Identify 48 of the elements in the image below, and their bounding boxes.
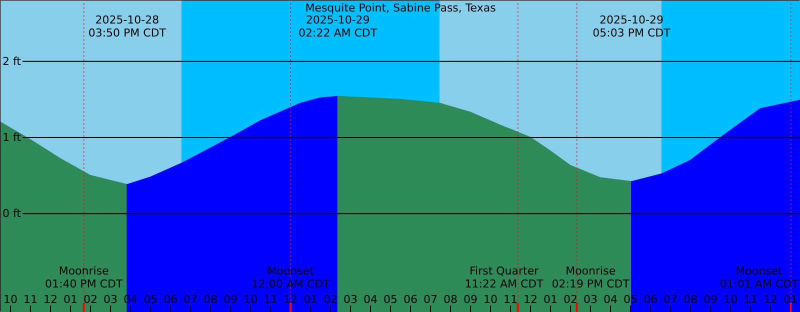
x-tick-label: 12 <box>524 293 538 306</box>
x-tick-label: 05 <box>384 293 398 306</box>
x-tick-label: 11 <box>504 293 518 306</box>
x-tick-label: 08 <box>204 293 218 306</box>
x-tick-label: 11 <box>744 293 758 306</box>
annotation: 2025-10-28 03:50 PM CDT <box>88 14 166 40</box>
x-tick-label: 08 <box>684 293 698 306</box>
x-tick-label: 06 <box>404 293 418 306</box>
x-tick-label: 09 <box>464 293 478 306</box>
x-tick-label: 12 <box>44 293 58 306</box>
x-tick-label: 10 <box>724 293 738 306</box>
y-tick-label: 2 ft <box>2 54 22 68</box>
x-tick-label: 06 <box>164 293 178 306</box>
x-tick-label: 11 <box>24 293 38 306</box>
x-tick-label: 08 <box>444 293 458 306</box>
ref-line-label: Moonrise 02:19 PM CDT <box>552 264 630 290</box>
y-tick-label: 0 ft <box>2 207 22 220</box>
y-tick-label: 1 ft <box>2 130 22 144</box>
x-tick-label: 07 <box>424 293 438 306</box>
ref-line-label: Moonset 01:01 AM CDT <box>720 264 798 290</box>
x-tick-label: 12 <box>284 293 298 306</box>
x-tick-label: 10 <box>4 293 18 306</box>
x-tick-label: 11 <box>264 293 278 306</box>
x-tick-label: 03 <box>344 293 358 306</box>
x-tick-label: 01 <box>784 293 798 306</box>
x-tick-label: 04 <box>604 293 618 306</box>
x-tick-label: 09 <box>704 293 718 306</box>
ref-line-label: Moonrise 01:40 PM CDT <box>44 264 123 290</box>
x-tick-label: 09 <box>224 293 238 306</box>
x-tick-label: 06 <box>644 293 658 306</box>
x-tick-label: 02 <box>564 293 578 306</box>
x-tick-label: 07 <box>184 293 198 306</box>
x-tick-label: 10 <box>244 293 258 306</box>
x-tick-label: 01 <box>64 293 78 306</box>
x-tick-label: 12 <box>764 293 778 306</box>
x-tick-label: 01 <box>544 293 558 306</box>
x-tick-label: 03 <box>584 293 598 306</box>
x-tick-label: 07 <box>664 293 678 306</box>
x-tick-label: 02 <box>324 293 338 306</box>
x-tick-label: 02 <box>84 293 98 306</box>
x-tick-label: 05 <box>144 293 158 306</box>
annotation: 2025-10-29 02:22 AM CDT <box>298 14 378 40</box>
x-tick-label: 01 <box>304 293 318 306</box>
x-tick-label: 03 <box>104 293 118 306</box>
x-tick-label: 10 <box>484 293 498 306</box>
x-tick-label: 04 <box>364 293 378 306</box>
ref-line-label: First Quarter 11:22 AM CDT <box>464 264 544 290</box>
ref-line-label: Moonset 12:00 AM CDT <box>251 264 330 290</box>
